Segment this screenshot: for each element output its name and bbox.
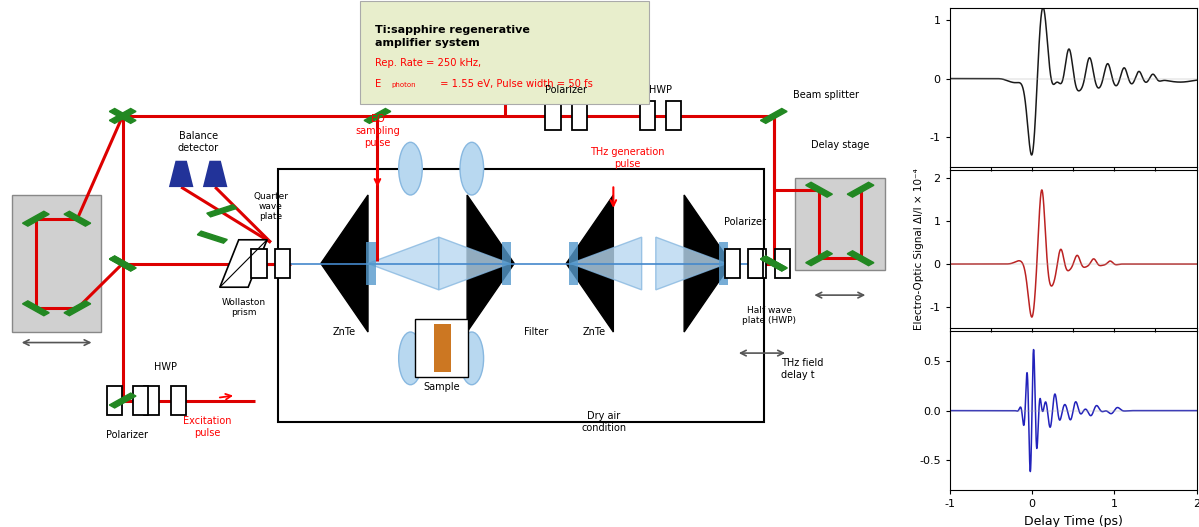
Bar	[109, 393, 135, 408]
Text: HWP: HWP	[153, 362, 176, 372]
Bar	[109, 256, 135, 271]
Bar	[760, 256, 787, 271]
Text: Dry air
condition: Dry air condition	[582, 411, 626, 433]
Bar	[366, 242, 375, 285]
Bar	[109, 109, 135, 123]
Bar	[719, 242, 729, 285]
Bar	[64, 211, 91, 226]
Ellipse shape	[399, 142, 422, 195]
Bar	[23, 301, 49, 316]
Bar	[667, 101, 681, 130]
Bar	[806, 251, 832, 266]
Bar	[848, 251, 874, 266]
Bar	[434, 324, 451, 372]
Bar	[275, 249, 290, 278]
Text: Polarizer: Polarizer	[546, 85, 588, 95]
Text: Delay stage: Delay stage	[811, 140, 869, 150]
Bar	[12, 195, 102, 332]
Text: Polarizer: Polarizer	[724, 217, 766, 227]
Text: Quarter
wave
plate: Quarter wave plate	[253, 191, 288, 221]
Text: E: E	[374, 79, 381, 89]
Ellipse shape	[399, 332, 422, 385]
Polygon shape	[439, 237, 510, 290]
Polygon shape	[219, 240, 267, 287]
Text: Balance
detector: Balance detector	[177, 131, 218, 153]
Bar	[570, 242, 578, 285]
Bar	[170, 386, 186, 415]
Text: ZnTe: ZnTe	[333, 327, 356, 337]
Text: Wollaston
prism: Wollaston prism	[222, 298, 265, 317]
Ellipse shape	[460, 332, 483, 385]
Text: Sample: Sample	[423, 382, 460, 392]
Text: Half wave
plate (HWP): Half wave plate (HWP)	[742, 306, 796, 325]
Bar	[107, 386, 122, 415]
Bar	[546, 101, 560, 130]
Y-axis label: Electro-Optic Signal ΔI/I × 10⁻⁴: Electro-Optic Signal ΔI/I × 10⁻⁴	[914, 168, 924, 330]
Bar	[760, 256, 787, 271]
Bar	[415, 319, 468, 377]
Bar	[795, 178, 885, 270]
Bar	[198, 231, 228, 243]
Bar	[724, 249, 740, 278]
Polygon shape	[468, 195, 514, 332]
Bar	[502, 242, 512, 285]
Polygon shape	[685, 195, 731, 332]
Ellipse shape	[460, 142, 483, 195]
Text: THz generation
pulse: THz generation pulse	[590, 147, 664, 169]
Bar	[23, 211, 49, 226]
Bar	[64, 301, 91, 316]
Polygon shape	[321, 195, 368, 332]
Polygon shape	[571, 237, 641, 290]
Bar	[640, 101, 655, 130]
Bar	[206, 205, 236, 217]
Text: photon: photon	[392, 82, 416, 87]
Polygon shape	[566, 195, 614, 332]
Bar	[751, 249, 766, 278]
Polygon shape	[169, 161, 193, 187]
Text: EO
sampling
pulse: EO sampling pulse	[355, 114, 399, 148]
Text: Rep. Rate = 250 kHz,: Rep. Rate = 250 kHz,	[374, 58, 481, 68]
Text: = 1.55 eV, Pulse width = 50 fs: = 1.55 eV, Pulse width = 50 fs	[436, 79, 592, 89]
Bar	[278, 169, 764, 422]
Bar	[252, 249, 266, 278]
Text: HWP: HWP	[649, 85, 671, 95]
Polygon shape	[203, 161, 228, 187]
Text: Polarizer: Polarizer	[107, 430, 149, 440]
Text: Beam splitter: Beam splitter	[793, 90, 858, 100]
Text: Excitation
pulse: Excitation pulse	[183, 416, 231, 438]
Text: Ti:sapphire regenerative
amplifier system: Ti:sapphire regenerative amplifier syste…	[374, 25, 530, 48]
Bar	[572, 101, 588, 130]
Bar	[848, 182, 874, 197]
FancyBboxPatch shape	[361, 1, 649, 104]
Bar	[109, 256, 135, 271]
Bar	[144, 386, 159, 415]
Bar	[133, 386, 149, 415]
X-axis label: Delay Time (ps): Delay Time (ps)	[1024, 515, 1122, 527]
Text: THz field
delay t: THz field delay t	[781, 358, 824, 380]
Text: ZnTe: ZnTe	[583, 327, 605, 337]
Text: Filter: Filter	[524, 327, 548, 337]
Bar	[775, 249, 790, 278]
Bar	[748, 249, 764, 278]
Bar	[364, 109, 391, 123]
Bar	[760, 109, 787, 123]
Bar	[806, 182, 832, 197]
Bar	[109, 109, 135, 123]
Polygon shape	[656, 237, 727, 290]
Polygon shape	[368, 237, 439, 290]
